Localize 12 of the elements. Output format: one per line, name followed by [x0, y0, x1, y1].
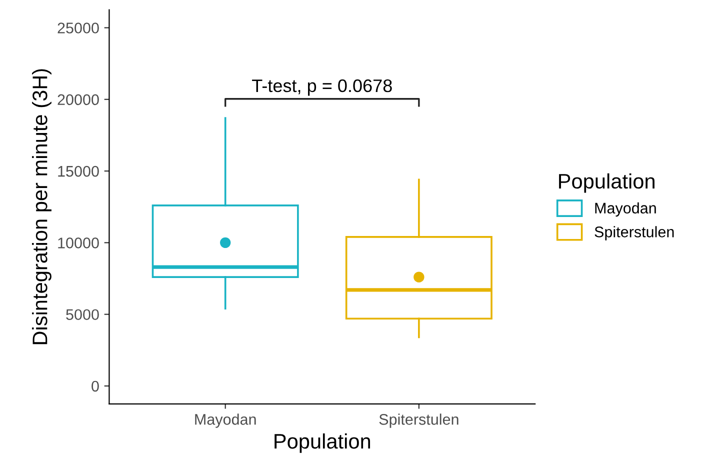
annotation: T-test, p = 0.0678 — [252, 79, 392, 96]
y-tick-label: 20000 — [58, 94, 99, 106]
y-axis-title: Disintegration per minute (3H) — [32, 69, 52, 344]
legend-title: Population — [559, 173, 654, 193]
legend-label: Spiterstulen — [594, 226, 674, 240]
y-tick-label: 0 — [92, 380, 99, 392]
y-tick-label: 10000 — [58, 238, 99, 248]
y-tick-label: 25000 — [58, 22, 99, 34]
y-tick-label: 15000 — [58, 166, 99, 177]
legend-label: Mayodan — [595, 202, 656, 217]
x-axis-title: Population — [274, 433, 370, 453]
y-tick-label: 5000 — [66, 309, 99, 320]
